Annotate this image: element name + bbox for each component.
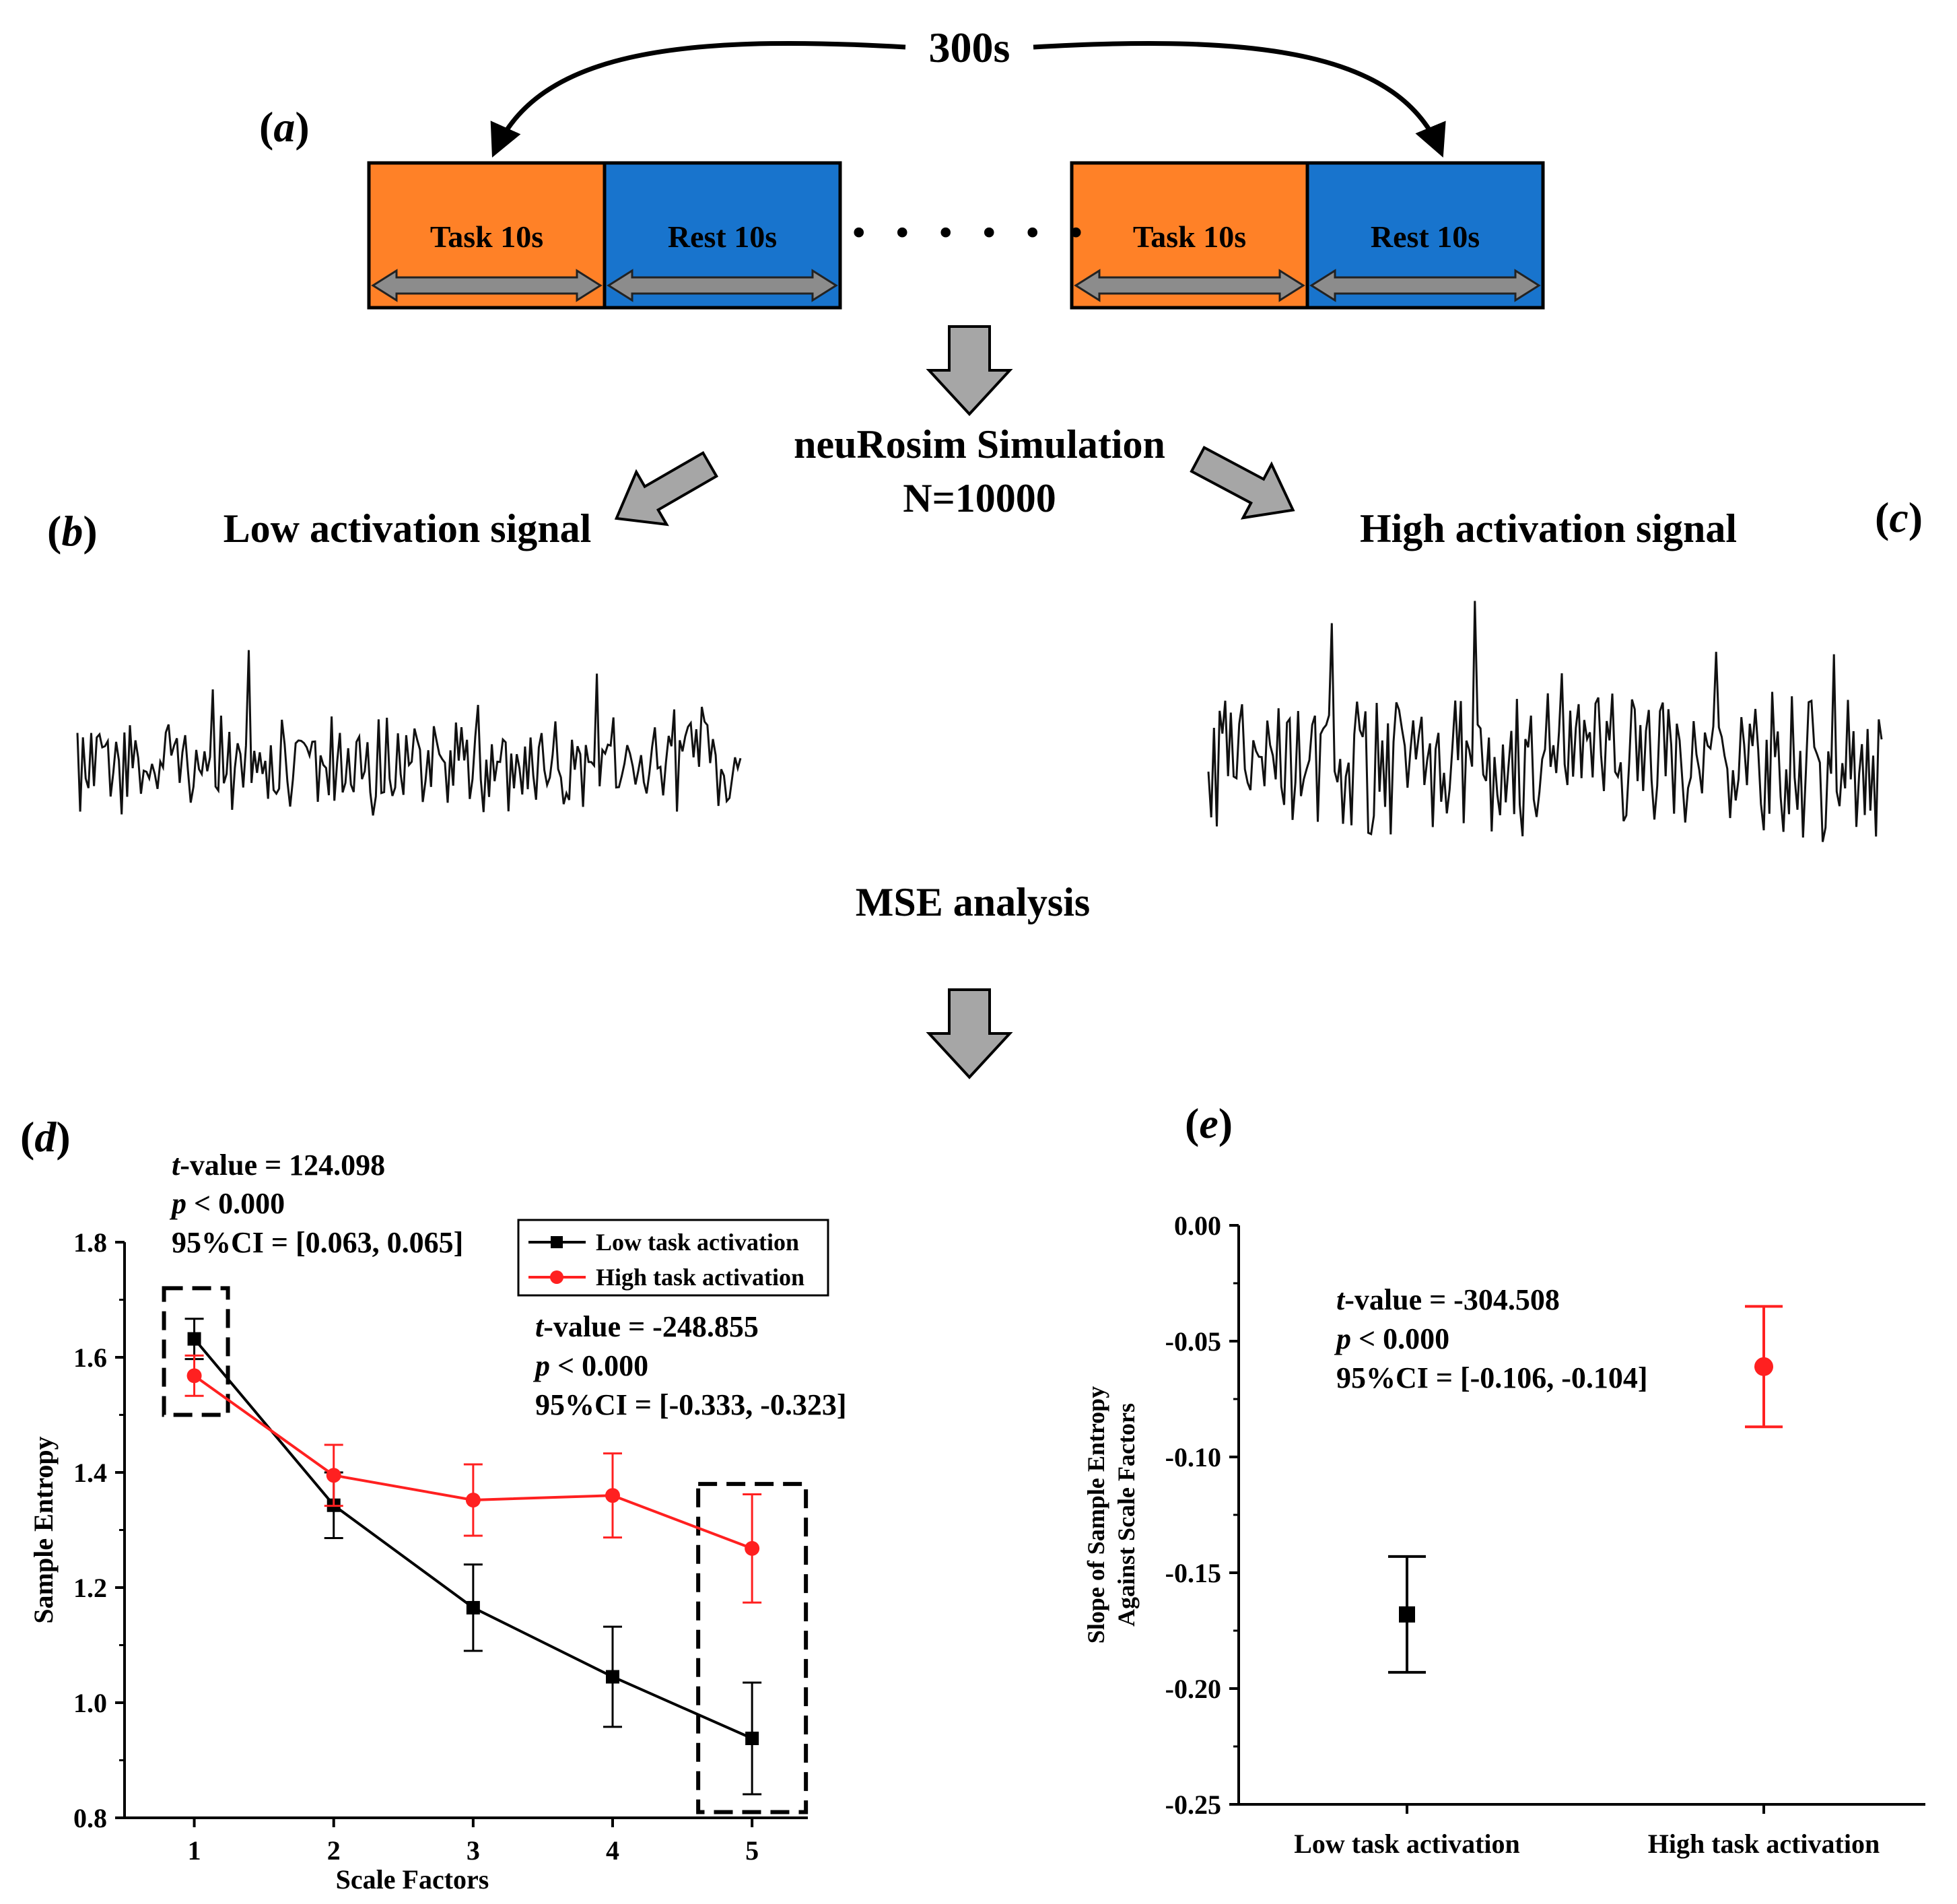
data-point-square [745,1732,759,1746]
legend-marker-circle [550,1270,563,1284]
panel-c-title: High activation signal [1360,506,1737,551]
data-point-circle [326,1468,341,1483]
y-tick-label-d: 1.0 [73,1688,107,1718]
block-duration-arrow-3 [1074,269,1305,302]
chart-e: -0.25 -0.20 -0.15 -0.10 -0.05 0.00 Low task ac… [1083,1211,1925,1859]
x-tick-label-d: 4 [606,1835,619,1866]
panel-b-title: Low activation signal [224,506,592,551]
data-point-square-e [1399,1606,1415,1623]
diag-arrow-left [614,450,719,526]
low-activation-signal [76,650,742,816]
y-tick-label-d: 1.6 [73,1342,107,1373]
panel-c-label: (c) [1875,494,1923,541]
x-tick-label-e: High task activation [1648,1829,1880,1859]
x-tick-label-d: 5 [745,1835,759,1866]
x-axis-label-d: Scale Factors [336,1864,489,1895]
x-tick-label-d: 2 [327,1835,341,1866]
y-axis-label-e-line1: Slope of Sample Entropy [1083,1386,1109,1643]
svg-text:p < 0.000: p < 0.000 [169,1187,285,1220]
y-tick-label-e: -0.25 [1165,1790,1221,1820]
data-point-square [187,1332,201,1346]
block-label-3: Task 10s [1133,219,1246,254]
stats-e: t-value = -304.508 p < 0.000 95%CI = [-0… [1334,1283,1648,1394]
panel-e: (e) t-value = -304.508 p < 0.000 95%CI =… [1083,1099,1925,1859]
data-point-square [606,1670,619,1684]
y-tick-label-d: 1.2 [73,1573,107,1603]
block-duration-arrow-4 [1309,269,1541,302]
simulation-n: N=10000 [903,476,1056,520]
y-axis-label-e-line2: Against Scale Factors [1113,1403,1140,1627]
y-tick-label-e: -0.15 [1165,1558,1221,1588]
data-point-circle [465,1493,481,1508]
panel-a-label: (a) [259,103,310,151]
x-tick-label-d: 1 [188,1835,201,1866]
legend-d: Low task activation High task activation [517,1219,829,1297]
panel-a: (a) 300s Task 10s Rest 10s Task 10s Rest 10… [259,24,1545,310]
svg-text:95%CI = [-0.333, -0.323]: 95%CI = [-0.333, -0.323] [535,1388,847,1421]
duration-arrow-right [1033,40,1446,158]
high-activation-signal [1207,601,1883,842]
data-point-circle-e [1754,1357,1773,1376]
diag-arrow-right [1190,446,1295,520]
y-tick-label-d: 1.8 [73,1227,107,1258]
panel-d: (d) t-value = 124.098 p < 0.000 95%CI = … [20,1113,847,1895]
data-point-circle [745,1540,760,1556]
svg-text:95%CI = [-0.106, -0.104]: 95%CI = [-0.106, -0.104] [1336,1361,1648,1394]
block-label-1: Task 10s [430,219,543,254]
svg-text:p < 0.000: p < 0.000 [1334,1322,1449,1355]
y-tick-label-e: 0.00 [1174,1211,1221,1241]
legend-marker-square [551,1236,563,1248]
block-label-4: Rest 10s [1371,219,1480,254]
svg-text:t-value = -304.508: t-value = -304.508 [1336,1283,1560,1316]
simulation-title: neuRosim Simulation [794,422,1165,467]
mse-label: MSE analysis [856,880,1090,924]
stats-right: t-value = -248.855 p < 0.000 95%CI = [-0… [533,1310,847,1421]
y-tick-label-d: 0.8 [73,1803,107,1833]
panel-b-label: (b) [47,507,98,555]
ellipsis: · · · · · · [849,199,1091,266]
chart-d: 0.8 1.0 1.2 1.4 1.6 1.8 1 2 3 4 5 Scale Factors Samp… [28,1219,829,1895]
block-duration-arrow-2 [607,269,838,302]
highlight-box-sf1 [162,1286,230,1417]
down-arrow-1 [926,325,1013,416]
block-duration-arrow-1 [371,269,603,302]
data-point-circle [605,1488,620,1503]
stats-left: t-value = 124.098 p < 0.000 95%CI = [0.0… [169,1149,463,1259]
y-axis-label-d: Sample Entropy [28,1436,59,1623]
panel-e-label: (e) [1185,1099,1233,1147]
panel-d-label: (d) [20,1113,71,1161]
svg-text:t-value = -248.855: t-value = -248.855 [535,1310,759,1343]
legend-box [517,1219,829,1297]
block-sequence: Task 10s Rest 10s Task 10s Rest 10s [367,161,1545,310]
x-tick-label-e: Low task activation [1294,1829,1520,1859]
y-tick-label-d: 1.4 [73,1458,107,1488]
y-tick-label-e: -0.05 [1165,1326,1221,1357]
data-point-circle [186,1368,202,1384]
duration-arrow-left [490,40,906,158]
legend-label: Low task activation [596,1229,799,1256]
data-point-square [466,1600,480,1614]
svg-text:p < 0.000: p < 0.000 [533,1349,648,1382]
y-tick-label-e: -0.10 [1165,1442,1221,1472]
svg-text:t-value = 124.098: t-value = 124.098 [172,1149,385,1182]
highlight-box-sf5 [696,1482,809,1814]
x-tick-label-d: 3 [467,1835,480,1866]
down-arrow-2 [926,988,1013,1079]
block-label-2: Rest 10s [668,219,777,254]
svg-text:95%CI = [0.063, 0.065]: 95%CI = [0.063, 0.065] [172,1226,463,1259]
legend-label: High task activation [596,1264,804,1291]
duration-label: 300s [929,24,1010,71]
y-tick-label-e: -0.20 [1165,1674,1221,1704]
